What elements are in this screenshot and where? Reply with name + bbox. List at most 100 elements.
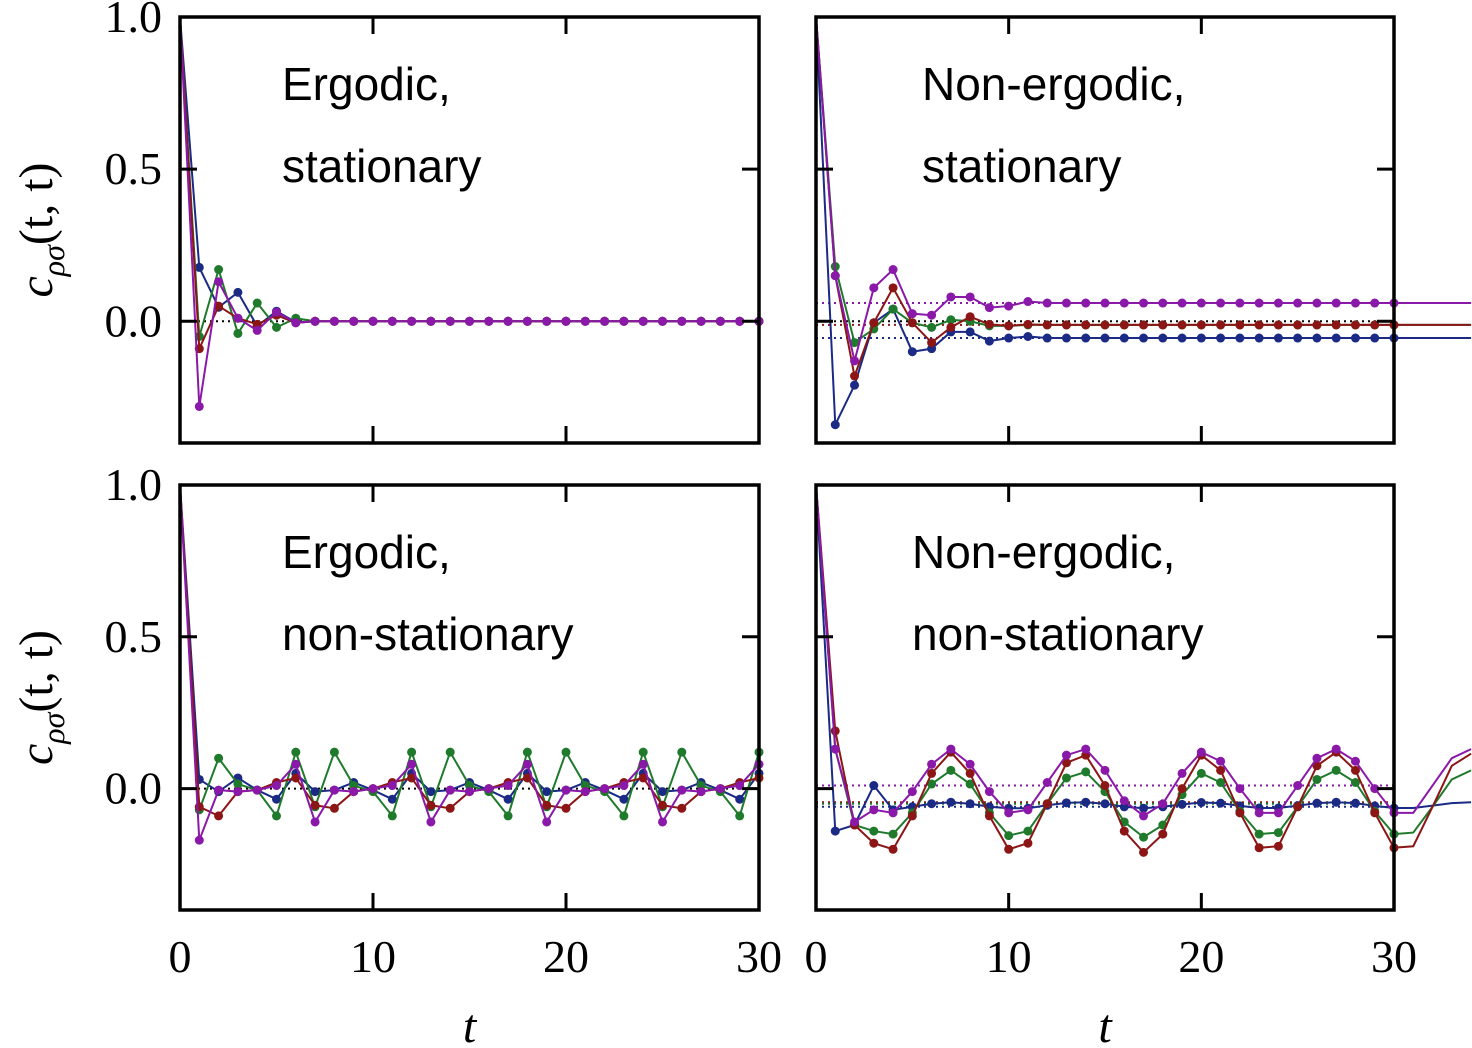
axes-frame — [814, 483, 1396, 912]
data-point — [1119, 796, 1129, 806]
data-point — [484, 316, 494, 326]
data-point — [984, 787, 994, 797]
data-point — [715, 784, 725, 794]
data-point — [214, 785, 224, 795]
data-point — [310, 800, 320, 810]
data-point — [329, 785, 339, 795]
data-point — [830, 826, 840, 836]
panel-annotation: Non-ergodic, — [922, 58, 1185, 110]
data-point — [1158, 298, 1168, 308]
data-point — [252, 298, 262, 308]
data-point — [329, 803, 339, 813]
data-point — [426, 787, 436, 797]
data-point — [1042, 799, 1052, 809]
data-point — [542, 316, 552, 326]
data-point — [1081, 320, 1091, 330]
data-point — [349, 787, 359, 797]
data-point — [329, 316, 339, 326]
data-point — [1042, 778, 1052, 787]
data-point — [1216, 320, 1226, 330]
data-point — [426, 316, 436, 326]
data-point — [927, 779, 937, 789]
data-point — [1042, 320, 1052, 330]
data-point — [291, 318, 301, 328]
data-point — [888, 304, 898, 314]
data-point — [503, 781, 513, 791]
data-point — [927, 338, 937, 348]
data-point — [1254, 829, 1264, 839]
data-point — [907, 787, 917, 797]
data-point — [927, 310, 937, 320]
data-point — [946, 744, 956, 754]
data-point — [927, 768, 937, 778]
data-point — [677, 747, 687, 757]
y-tick-label: 0.0 — [105, 295, 163, 346]
data-point — [850, 380, 860, 390]
data-point — [1293, 802, 1303, 812]
data-point — [965, 327, 975, 337]
data-point — [1139, 847, 1149, 857]
data-point — [1293, 298, 1303, 308]
data-point — [850, 356, 860, 366]
y-tick-label: 0.0 — [105, 763, 163, 814]
data-point — [735, 781, 745, 791]
data-point — [1119, 826, 1129, 836]
data-point — [368, 316, 378, 326]
data-point — [1061, 798, 1071, 808]
data-point — [1235, 784, 1245, 794]
data-point — [1139, 811, 1149, 821]
data-point — [1196, 320, 1206, 330]
data-point — [1350, 765, 1360, 775]
data-point — [561, 316, 571, 326]
data-point — [1139, 333, 1149, 343]
data-point — [1312, 298, 1322, 308]
data-point — [426, 800, 436, 810]
data-point — [1023, 332, 1033, 341]
data-point — [233, 328, 243, 338]
data-point — [1235, 320, 1245, 330]
data-point — [888, 844, 898, 854]
data-point — [946, 322, 956, 332]
data-point — [1100, 333, 1110, 343]
x-tick-label: 30 — [1371, 931, 1417, 982]
data-point — [522, 316, 532, 326]
data-point — [830, 420, 840, 430]
data-point — [1254, 808, 1264, 818]
data-point — [272, 307, 281, 317]
data-point — [561, 747, 571, 757]
data-point — [1004, 808, 1014, 818]
data-point — [445, 316, 455, 326]
data-point — [1081, 797, 1091, 807]
data-point — [445, 747, 455, 757]
data-point — [735, 316, 745, 326]
data-point — [1004, 831, 1014, 841]
y-label-sub: ρσ — [35, 711, 71, 744]
data-point — [1312, 753, 1322, 763]
data-point — [1042, 333, 1052, 343]
data-point — [1177, 298, 1187, 308]
data-point — [888, 283, 898, 293]
data-point — [965, 292, 975, 302]
data-point — [1004, 321, 1014, 331]
data-point — [888, 829, 898, 839]
data-point — [1370, 298, 1380, 308]
data-point — [619, 794, 629, 804]
data-point — [1061, 298, 1071, 308]
data-point — [580, 787, 590, 797]
axes-frame — [178, 483, 761, 912]
data-point — [658, 817, 667, 827]
data-point — [1273, 841, 1283, 851]
data-point — [1196, 798, 1206, 808]
data-point — [1177, 799, 1187, 809]
data-point — [1023, 826, 1033, 836]
x-axis-label: t — [463, 1000, 478, 1048]
data-point — [830, 744, 840, 754]
data-point — [869, 805, 879, 815]
data-point — [1273, 808, 1283, 818]
data-point — [1350, 798, 1360, 808]
data-point — [1100, 320, 1110, 330]
data-point — [1139, 320, 1149, 330]
data-point — [927, 799, 937, 809]
data-point — [907, 318, 917, 328]
